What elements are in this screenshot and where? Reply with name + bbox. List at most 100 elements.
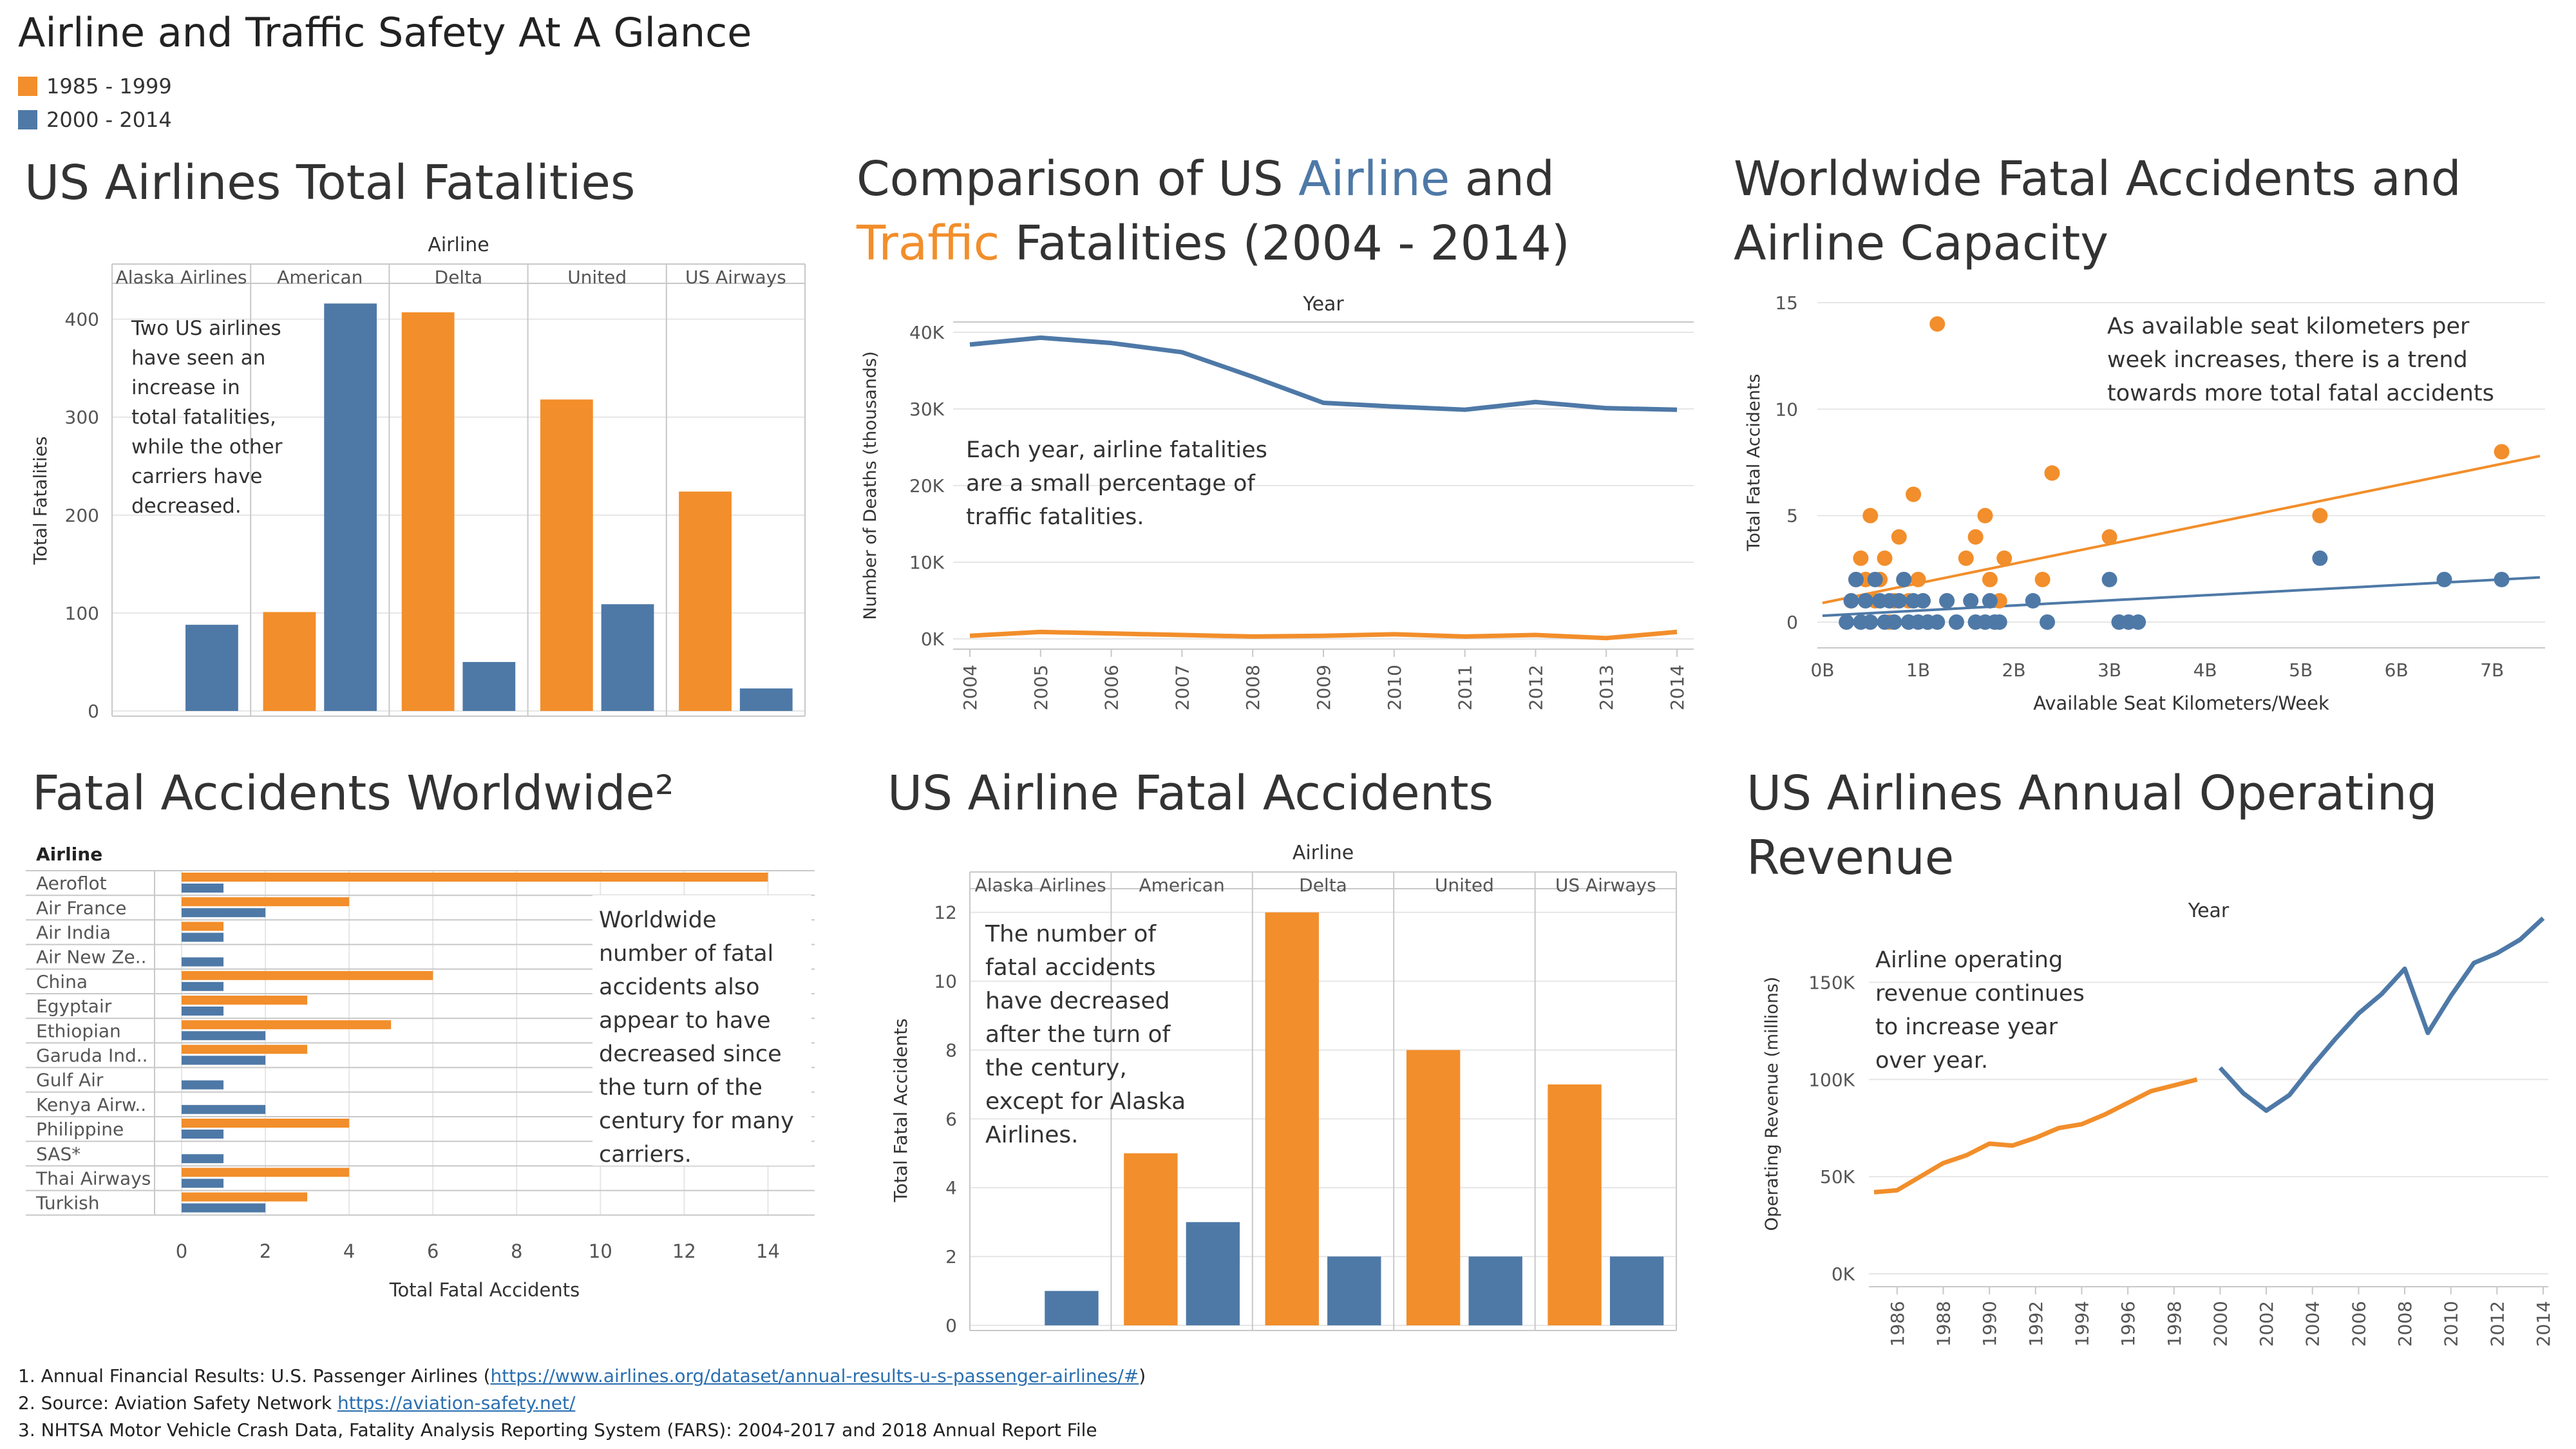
hbar-2000-2014: [182, 981, 224, 991]
y-tick-label: 8: [945, 1039, 957, 1061]
bar-2000-2014: [1186, 1222, 1240, 1325]
row-category-label: Air France: [36, 897, 126, 918]
annotation-line: Worldwide: [599, 907, 716, 933]
y-tick-label: 100K: [1808, 1069, 1855, 1090]
x-tick-label: 2008: [1242, 665, 1264, 710]
column-category-label: American: [277, 267, 363, 288]
y-tick-label: 200: [65, 505, 99, 526]
legend-item-2000-2014[interactable]: 2000 - 2014: [18, 103, 172, 137]
footnote-link[interactable]: https://www.airlines.org/dataset/annual-…: [490, 1365, 1139, 1387]
hbar-2000-2014: [182, 908, 266, 918]
title-part: and: [1450, 151, 1555, 207]
y-tick-label: 300: [65, 407, 99, 428]
scatter-point-1985-1999: [1906, 486, 1922, 502]
fatalities-chart-title: US Airlines Total Fatalities: [24, 155, 636, 211]
annotation-line: week increases, there is a trend: [2107, 347, 2468, 373]
accidents-bar-chart: Airline 0 2 4 6 8 10 12 Total Fatal Accidents Ala…: [890, 842, 1677, 1336]
annotation-line: are a small percentage of: [966, 471, 1255, 497]
x-tick-label: 0: [176, 1240, 187, 1262]
hbar-2000-2014: [182, 1031, 266, 1041]
y-tick-label: 10: [934, 971, 957, 992]
x-tick-label: 2006: [1101, 665, 1122, 710]
scatter-point-1985-1999: [1996, 550, 2012, 566]
scatter-point-2000-2014: [1915, 592, 1931, 609]
x-tick-label: 10: [589, 1240, 612, 1262]
x-tick-label: 1990: [1979, 1301, 2000, 1347]
line-airline: [969, 629, 1678, 641]
scatter-point-2000-2014: [1848, 571, 1864, 587]
annotation-line: decreased.: [131, 495, 242, 518]
bar-2000-2014: [1609, 1256, 1664, 1325]
row-category-label: Air New Ze..: [36, 947, 147, 968]
y-tick-label: 0K: [921, 629, 945, 650]
x-tick-label: 2004: [960, 665, 981, 710]
y-tick-label: 50K: [1820, 1166, 1855, 1188]
hbar-2000-2014: [182, 1104, 266, 1114]
hbar-2000-2014: [182, 1080, 224, 1090]
annotation-line: have decreased: [985, 988, 1170, 1014]
bar-2000-2014: [601, 604, 654, 711]
scatter-point-1985-1999: [1877, 550, 1893, 566]
annotation-line: traffic fatalities.: [966, 504, 1144, 530]
title-traffic-highlight: Traffic: [857, 216, 1000, 271]
title-airline-highlight: Airline: [1298, 151, 1450, 207]
row-header-airline: Airline: [36, 844, 102, 865]
row-category-label: China: [36, 971, 88, 992]
hbar-1985-1999: [182, 1020, 392, 1030]
annotation-background: [592, 895, 811, 1166]
line-traffic: [969, 335, 1678, 412]
hbar-1985-1999: [182, 996, 308, 1005]
row-category-label: Egyptair: [36, 996, 112, 1017]
scatter-point-1985-1999: [1910, 571, 1926, 587]
bar-1985-1999: [401, 312, 455, 711]
scatter-point-2000-2014: [2040, 614, 2056, 630]
scatter-point-2000-2014: [1867, 571, 1883, 587]
y-tick-label: 30K: [909, 399, 945, 420]
x-tick-label: 6B: [2385, 659, 2409, 681]
y-axis-label: Operating Revenue (millions): [1762, 977, 1782, 1231]
annotation-line: The number of: [985, 921, 1157, 947]
bar-1985-1999: [1124, 1153, 1178, 1325]
annotation-line: to increase year: [1875, 1014, 2058, 1040]
scatter-point-1985-1999: [2101, 529, 2117, 545]
y-tick-label: 0K: [1832, 1264, 1855, 1285]
x-tick-label: 3B: [2098, 659, 2121, 681]
footnote-suffix: ): [1139, 1365, 1146, 1387]
scatter-point-2000-2014: [1963, 592, 1979, 609]
x-tick-label: 0B: [1810, 659, 1834, 681]
scatter-point-1985-1999: [1891, 529, 1907, 545]
x-tick-label: 7B: [2480, 659, 2504, 681]
y-axis-label: Total Fatalities: [30, 436, 51, 565]
y-tick-label: 0: [88, 701, 99, 722]
annotation-line: decreased since: [599, 1041, 782, 1067]
annotation-line: except for Alaska: [985, 1088, 1186, 1115]
line-1985-1999: [1873, 1077, 2198, 1195]
y-tick-label: 150K: [1808, 972, 1855, 993]
legend-label: 2000 - 2014: [46, 108, 172, 132]
bar-1985-1999: [1548, 1084, 1602, 1325]
scatter-point-1985-1999: [1929, 316, 1946, 332]
scatter-point-2000-2014: [2494, 571, 2510, 587]
x-tick-label: 6: [427, 1240, 439, 1262]
accidents-chart-title: US Airline Fatal Accidents: [887, 766, 1494, 821]
scatter-point-1985-1999: [2494, 444, 2510, 460]
annotation-line: Airline operating: [1875, 947, 2063, 973]
legend-item-1985-1999[interactable]: 1985 - 1999: [18, 70, 172, 103]
footnote-text: 3. NHTSA Motor Vehicle Crash Data, Fatal…: [18, 1419, 1097, 1441]
footnote-2: 2. Source: Aviation Safety Network https…: [18, 1392, 575, 1414]
hbar-1985-1999: [182, 1119, 350, 1128]
x-axis-title-year: Year: [1302, 293, 1344, 316]
scatter-point-1985-1999: [1967, 529, 1984, 545]
x-tick-label: 14: [756, 1240, 780, 1262]
trendline-1985-1999: [1822, 455, 2541, 605]
column-header-airline: Airline: [1293, 842, 1354, 864]
hbar-1985-1999: [182, 1192, 308, 1202]
scatter-point-2000-2014: [1886, 614, 1902, 630]
annotation-line: fatal accidents: [985, 954, 1156, 981]
hbar-1985-1999: [182, 971, 433, 980]
footnote-link[interactable]: https://aviation-safety.net/: [337, 1392, 576, 1414]
x-tick-label: 1988: [1933, 1301, 1954, 1347]
scatter-point-2000-2014: [1896, 571, 1912, 587]
fatalities-bar-chart: Airline 0 100 200 300 400 Total Fatalities Alas…: [30, 234, 806, 722]
scatter-point-2000-2014: [2130, 614, 2146, 630]
